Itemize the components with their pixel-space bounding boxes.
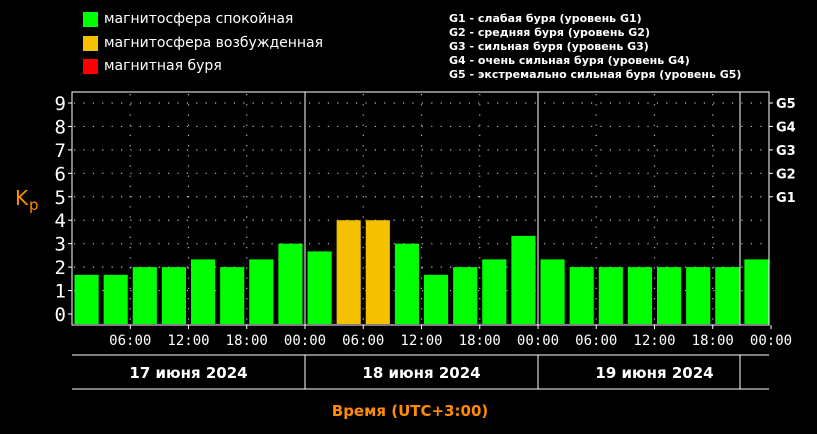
x-tick-label: 06:00 (109, 333, 151, 349)
kp-bar (336, 220, 361, 324)
kp-bar (598, 267, 623, 324)
g-scale-item-g5: G5 - экстремально сильная буря (уровень … (449, 68, 742, 81)
kp-bar (453, 267, 478, 324)
g-tick-label: G1 (776, 191, 796, 206)
date-label: 18 июня 2024 (362, 364, 480, 382)
x-tick-label: 18:00 (226, 333, 268, 349)
x-axis-label: Время (UTC+3:00) (332, 402, 488, 420)
y-tick-label: 0 (55, 304, 66, 326)
date-label: 19 июня 2024 (595, 364, 713, 382)
g-tick-label: G2 (776, 167, 796, 182)
kp-bar (307, 251, 332, 324)
kp-bar (540, 259, 565, 324)
y-tick-label: 7 (55, 140, 66, 162)
x-tick-label: 18:00 (459, 333, 501, 349)
g-scale-item-g3: G3 - сильная буря (уровень G3) (449, 40, 649, 53)
y-tick-label: 1 (55, 281, 66, 303)
y-tick-label: 6 (55, 163, 66, 185)
legend-label-excited: магнитосфера возбужденная (104, 35, 324, 51)
y-tick-label: 5 (55, 187, 66, 209)
legend-swatch-excited (83, 36, 98, 51)
g-tick-label: G5 (776, 97, 796, 112)
kp-bar (627, 267, 652, 324)
legend-label-storm: магнитная буря (104, 58, 222, 74)
y-tick-label: 8 (55, 116, 66, 138)
g-tick-label: G3 (776, 144, 796, 159)
x-tick-label: 12:00 (167, 333, 209, 349)
y-axis-label: K (15, 186, 29, 210)
g-scale-item-g2: G2 - средняя буря (уровень G2) (449, 26, 650, 39)
y-tick-label: 2 (55, 257, 66, 279)
kp-bar (511, 235, 536, 324)
kp-bar (365, 220, 390, 324)
x-tick-label: 12:00 (633, 333, 675, 349)
kp-bar (278, 243, 303, 324)
kp-bar (220, 267, 245, 324)
x-tick-label: 18:00 (692, 333, 734, 349)
y-tick-label: 9 (55, 93, 66, 115)
x-tick-label: 00:00 (750, 333, 792, 349)
legend-label-calm: магнитосфера спокойная (104, 11, 294, 27)
kp-bar (132, 267, 157, 324)
y-tick-label: 4 (55, 210, 66, 232)
plot-frame (71, 91, 770, 326)
kp-bar (424, 274, 449, 324)
y-tick-label: 3 (55, 234, 66, 256)
legend-swatch-storm (83, 59, 98, 74)
kp-bar (161, 267, 186, 324)
g-scale-item-g1: G1 - слабая буря (уровень G1) (449, 12, 642, 25)
kp-bar (103, 274, 128, 324)
g-scale-item-g4: G4 - очень сильная буря (уровень G4) (449, 54, 690, 67)
kp-bar (482, 259, 507, 324)
kp-bar (569, 267, 594, 324)
kp-bar (715, 267, 740, 324)
y-axis-label-subscript: p (29, 196, 39, 214)
kp-bar (249, 259, 274, 324)
g-tick-label: G4 (776, 120, 796, 135)
kp-bar (744, 259, 769, 324)
x-tick-label: 12:00 (400, 333, 442, 349)
kp-bar (74, 274, 99, 324)
kp-bar (394, 243, 419, 324)
x-tick-label: 06:00 (342, 333, 384, 349)
x-tick-label: 06:00 (575, 333, 617, 349)
date-label: 17 июня 2024 (129, 364, 247, 382)
x-tick-label: 00:00 (284, 333, 326, 349)
kp-bar (657, 267, 682, 324)
kp-bar (686, 267, 711, 324)
kp-bar (191, 259, 216, 324)
legend-swatch-calm (83, 12, 98, 27)
x-tick-label: 00:00 (517, 333, 559, 349)
